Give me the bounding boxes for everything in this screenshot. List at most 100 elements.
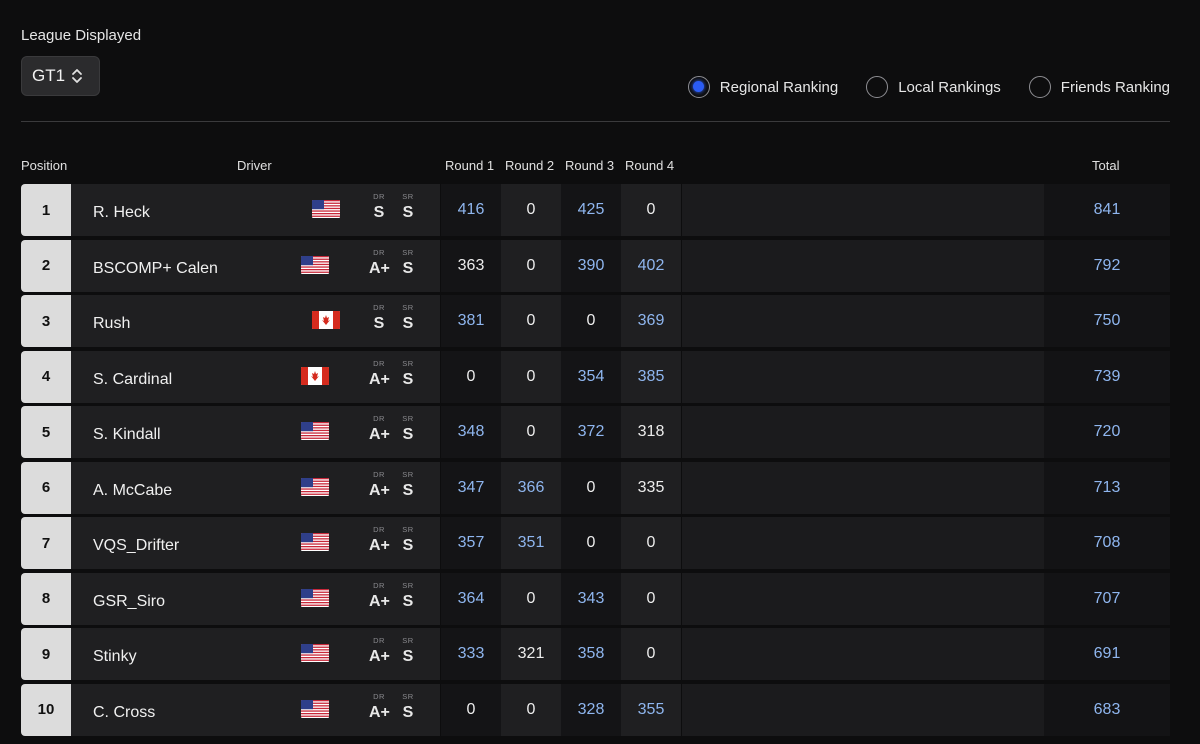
header-total: Total — [1092, 158, 1120, 173]
round2-score: 0 — [501, 184, 561, 236]
sr-value: S — [402, 259, 414, 277]
total-score: 683 — [1044, 683, 1170, 736]
us-flag-icon — [301, 477, 329, 496]
safety-rating: SR S — [398, 581, 418, 611]
table-row[interactable]: 10 C. Cross DR A+ SR S 0 0 328 355 683 — [21, 683, 1170, 736]
position-cell: 2 — [21, 239, 71, 292]
round4-score: 0 — [621, 572, 681, 625]
driver-name[interactable]: Stinky — [93, 648, 137, 665]
divider — [21, 121, 1170, 122]
sr-value: S — [402, 426, 414, 443]
round2-score: 0 — [501, 406, 561, 458]
driver-cell: S. Cardinal DR A+ SR S — [71, 350, 440, 403]
sr-label: SR — [402, 247, 414, 257]
round4-score: 402 — [621, 239, 681, 292]
chevron-up-down-icon — [72, 69, 82, 83]
sr-value: S — [402, 315, 414, 332]
driver-name[interactable]: VQS_Drifter — [93, 537, 180, 554]
driver-rating: DR A+ — [369, 525, 390, 555]
dr-value: A+ — [369, 259, 390, 277]
table-row[interactable]: 5 S. Kindall DR A+ SR S 348 0 372 318 720 — [21, 406, 1170, 458]
round4-score: 318 — [621, 406, 681, 458]
radio-button[interactable] — [1028, 76, 1051, 98]
round1-score: 347 — [441, 461, 501, 514]
total-score: 750 — [1044, 295, 1170, 347]
round1-score: 0 — [441, 350, 501, 403]
row-spacer — [682, 461, 1044, 514]
radio-option-friends-ranking[interactable]: Friends Ranking — [1028, 76, 1170, 98]
round2-score: 0 — [501, 295, 561, 347]
row-spacer — [682, 572, 1044, 625]
driver-name[interactable]: S. Cardinal — [93, 370, 173, 388]
dr-value: A+ — [369, 481, 390, 499]
dr-label: DR — [373, 192, 385, 201]
driver-cell: VQS_Drifter DR A+ SR S — [71, 517, 440, 569]
driver-name[interactable]: A. McCabe — [93, 481, 173, 499]
row-spacer — [682, 239, 1044, 292]
driver-rating: DR S — [369, 303, 389, 333]
round2-score: 366 — [501, 461, 561, 514]
sr-value: S — [402, 481, 414, 499]
position-cell: 7 — [21, 517, 71, 569]
driver-name[interactable]: S. Kindall — [93, 426, 161, 443]
total-score: 739 — [1044, 350, 1170, 403]
table-row[interactable]: 9 Stinky DR A+ SR S 333 321 358 0 691 — [21, 628, 1170, 680]
round4-score: 355 — [621, 683, 681, 736]
table-row[interactable]: 8 GSR_Siro DR A+ SR S 364 0 343 0 707 — [21, 572, 1170, 625]
canada-flag-icon — [301, 366, 329, 385]
sr-label: SR — [402, 525, 414, 534]
league-select[interactable]: GT1 — [21, 56, 100, 96]
dr-label: DR — [373, 580, 385, 590]
round3-score: 390 — [561, 239, 621, 292]
radio-option-regional-ranking[interactable]: Regional Ranking — [687, 76, 838, 98]
canada-flag-icon — [312, 311, 340, 329]
header-round3: Round 3 — [565, 158, 615, 173]
round4-score: 0 — [621, 184, 681, 236]
dr-label: DR — [373, 525, 385, 534]
dr-value: A+ — [369, 537, 390, 554]
position-cell: 1 — [21, 184, 71, 236]
sr-value: S — [402, 703, 414, 721]
safety-rating: SR S — [398, 692, 418, 722]
us-flag-icon — [301, 644, 329, 662]
sr-value: S — [402, 370, 414, 388]
total-score: 713 — [1044, 461, 1170, 514]
round1-score: 348 — [441, 406, 501, 458]
table-row[interactable]: 1 R. Heck DR S SR S 416 0 425 0 841 — [21, 184, 1170, 236]
driver-rating: DR A+ — [369, 580, 390, 611]
header-driver: Driver — [237, 158, 272, 173]
driver-rating: DR A+ — [369, 470, 390, 500]
round3-score: 0 — [561, 517, 621, 569]
safety-rating: SR S — [398, 414, 418, 444]
radio-button[interactable] — [866, 76, 889, 98]
table-row[interactable]: 3 Rush DR S SR S 381 0 0 369 750 — [21, 295, 1170, 347]
round4-score: 385 — [621, 350, 681, 403]
driver-cell: A. McCabe DR A+ SR S — [71, 461, 440, 514]
us-flag-icon — [301, 255, 329, 274]
sr-value: S — [402, 537, 414, 554]
sr-label: SR — [402, 691, 414, 701]
driver-name[interactable]: BSCOMP+ Calen — [93, 259, 218, 277]
driver-cell: Stinky DR A+ SR S — [71, 628, 440, 680]
table-row[interactable]: 4 S. Cardinal DR A+ SR S 0 0 354 385 739 — [21, 350, 1170, 403]
driver-name[interactable]: GSR_Siro — [93, 592, 166, 610]
table-row[interactable]: 7 VQS_Drifter DR A+ SR S 357 351 0 0 708 — [21, 517, 1170, 569]
us-flag-icon — [301, 422, 329, 440]
total-score: 707 — [1044, 572, 1170, 625]
position-cell: 5 — [21, 406, 71, 458]
driver-name[interactable]: R. Heck — [93, 204, 150, 221]
total-score: 792 — [1044, 239, 1170, 292]
safety-rating: SR S — [398, 303, 418, 333]
table-row[interactable]: 6 A. McCabe DR A+ SR S 347 366 0 335 713 — [21, 461, 1170, 514]
round1-score: 381 — [441, 295, 501, 347]
driver-name[interactable]: Rush — [93, 315, 131, 332]
radio-option-local-rankings[interactable]: Local Rankings — [866, 76, 1001, 98]
driver-rating: DR S — [369, 192, 389, 222]
radio-button[interactable] — [687, 76, 710, 98]
position-cell: 10 — [21, 683, 71, 736]
driver-name[interactable]: C. Cross — [93, 703, 156, 721]
position-cell: 6 — [21, 461, 71, 514]
round2-score: 351 — [501, 517, 561, 569]
sr-label: SR — [402, 636, 414, 645]
table-row[interactable]: 2 BSCOMP+ Calen DR A+ SR S 363 0 390 402 792 — [21, 239, 1170, 292]
